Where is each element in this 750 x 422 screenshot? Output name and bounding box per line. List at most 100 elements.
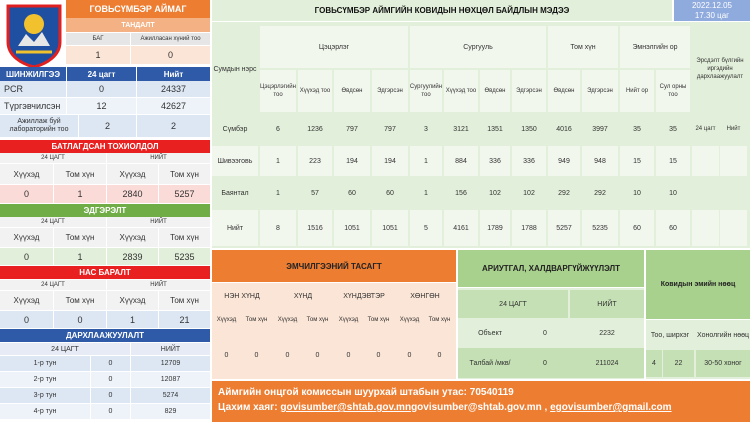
- edgerelt-v0: 0: [0, 248, 53, 265]
- soum-value: 949: [548, 146, 580, 176]
- soum-value: 194: [372, 146, 408, 176]
- soum-value: 15: [620, 146, 654, 176]
- email-link-1[interactable]: govisumber@shtab.gov.mn: [280, 402, 412, 413]
- email-link-3[interactable]: egovisumber@gmail.com: [550, 402, 672, 413]
- shinjilgee-table: PCR 0 24337 Түргэвчилсэн 12 42627 Ажилла…: [0, 81, 210, 138]
- nas-b2: Том хүн: [159, 291, 210, 310]
- soum-value: 8: [260, 210, 296, 246]
- edgerelt-b1: Том хүн: [54, 228, 106, 247]
- medicine-body: Тоо, ширхэг Хонолгийн нөөц 4 22 30-50 хо…: [646, 320, 750, 379]
- soum-value: 10: [620, 178, 654, 208]
- shinjilgee-value: 2: [137, 115, 210, 137]
- nas-v3: 21: [159, 311, 210, 328]
- emneleg-value: 0: [285, 351, 290, 359]
- email-sep: ,: [541, 402, 551, 413]
- ersdel-value: [720, 210, 747, 246]
- subheader-cell: Хүүхэд тоо: [298, 70, 332, 112]
- emneleg-value: 0: [437, 351, 442, 359]
- soum-value: 156: [444, 178, 478, 208]
- subheader-cell: Нийт ор: [620, 70, 654, 112]
- soum-value: 1788: [512, 210, 546, 246]
- emneleg-value: 0: [376, 351, 381, 359]
- shinjilgee-label: Ажиллаж буй лабораторийн тоо: [0, 115, 78, 137]
- vaccine-title: ДАРХЛААЖУУЛАЛТ: [0, 329, 210, 342]
- nas-v1: 0: [54, 311, 106, 328]
- edgerelt-a2: Хүүхэд: [107, 228, 158, 247]
- h-emnelg: Эмнэлгийн ор: [620, 26, 690, 68]
- ersdel-value: Нийт: [720, 114, 747, 144]
- soum-value: 102: [480, 178, 510, 208]
- ariutgal-24h: 24 ЦАГТ: [458, 290, 568, 318]
- batlagdsan-v1: 1: [54, 185, 106, 203]
- tandalt-title: ТАНДАЛТ: [66, 18, 210, 32]
- subheader-cell: Эдгэрсэн: [582, 70, 618, 112]
- header-title: ГОВЬСҮМБЭР АЙМАГ: [66, 0, 210, 18]
- subheader-cell: Өвдсөн: [480, 70, 510, 112]
- vaccine-dose-total: 829: [131, 404, 210, 419]
- tandalt-col-bag: БАГ: [66, 33, 130, 45]
- soum-value: 1: [260, 146, 296, 176]
- emneleg-sub-label: Хүүхэд: [277, 316, 298, 323]
- soum-value: 5257: [548, 210, 580, 246]
- soum-value: 797: [334, 114, 370, 144]
- medicine-v3: 30-50 хоног: [696, 350, 750, 377]
- soum-value: 1516: [298, 210, 332, 246]
- email-link-2[interactable]: govisumber@shtab.gov.mn: [411, 402, 542, 413]
- soum-value: 336: [512, 146, 546, 176]
- soum-value: 4161: [444, 210, 478, 246]
- footer-emails: Цахим хаяг: govisumber@shtab.gov.mngovis…: [218, 400, 744, 415]
- ersdel-value: [692, 210, 719, 246]
- soum-value: 1789: [480, 210, 510, 246]
- vaccine-dose-24h: 0: [91, 388, 130, 403]
- ersdel-value: 24 цагт: [692, 114, 719, 144]
- soum-value: 10: [656, 178, 690, 208]
- emneleg-sub-label: Том хүн: [306, 316, 329, 323]
- h-tom: Том хүн: [548, 26, 618, 68]
- soum-value: 15: [656, 146, 690, 176]
- emneleg-sub-label: Хүүхэд: [399, 316, 420, 323]
- soum-value: 57: [298, 178, 332, 208]
- footer-email-label: Цахим хаяг:: [218, 402, 281, 413]
- shinjilgee-value: 42627: [137, 98, 210, 114]
- batlagdsan-v3: 5257: [159, 185, 210, 203]
- soum-value: 1051: [334, 210, 370, 246]
- tandalt-v1: 1: [66, 46, 130, 64]
- shinjilgee-label: Түргэвчилсэн: [0, 98, 66, 114]
- soum-value: 1350: [512, 114, 546, 144]
- soum-name: Шивээговь: [212, 146, 258, 176]
- emneleg-value: 0: [346, 351, 351, 359]
- soum-value: 1: [410, 146, 442, 176]
- ariutgal-label: Объект: [478, 329, 502, 337]
- ariutgal-total: НИЙТ: [570, 290, 644, 318]
- emneleg-category: ХҮНДЭВТЭР: [343, 292, 385, 300]
- edgerelt-v3: 5235: [159, 248, 210, 265]
- tandalt-v2: 0: [131, 46, 210, 64]
- soum-value: 60: [656, 210, 690, 246]
- subheader-cell: Цэцэрлэгийн тоо: [260, 70, 296, 112]
- emneleg-category: НЭН ХҮНД: [224, 292, 260, 300]
- subheader-cell: Сул орны тоо: [656, 70, 690, 112]
- soum-value: 292: [582, 178, 618, 208]
- soum-value: 336: [480, 146, 510, 176]
- vaccine-dose-label: 4-р тун: [0, 404, 90, 419]
- tandalt-col-workers: Ажилласан хүний тоо: [131, 33, 210, 45]
- batlagdsan-a2: Хүүхэд: [107, 164, 158, 184]
- ariutgal-row-area: Талбай /мкв/ 0 211024: [458, 348, 644, 378]
- batlagdsan-b2: Том хүн: [159, 164, 210, 184]
- aimag-emblem: [4, 2, 64, 69]
- soum-value: 3121: [444, 114, 478, 144]
- nas-total: НИЙТ: [107, 280, 210, 290]
- soum-value: 60: [620, 210, 654, 246]
- report-date: 2022.12.05: [691, 1, 733, 10]
- medicine-h2: Хонолгийн нөөц: [696, 331, 750, 339]
- subheader-cell: Өвдсөн: [334, 70, 370, 112]
- medicine-h1: Тоо, ширхэг: [650, 331, 690, 339]
- soum-value: 292: [548, 178, 580, 208]
- emneleg-sub-label: Том хүн: [245, 316, 268, 323]
- subheader-cell: Сургуулийн тоо: [410, 70, 442, 112]
- soum-value: 3997: [582, 114, 618, 144]
- batlagdsan-v0: 0: [0, 185, 53, 203]
- soum-value: 35: [620, 114, 654, 144]
- soum-value: 102: [512, 178, 546, 208]
- emneleg-body: НЭН ХҮНД Хүүхэд 0 Том хүн 0 ХҮНД Хүүхэд 0 Том хү…: [212, 283, 456, 379]
